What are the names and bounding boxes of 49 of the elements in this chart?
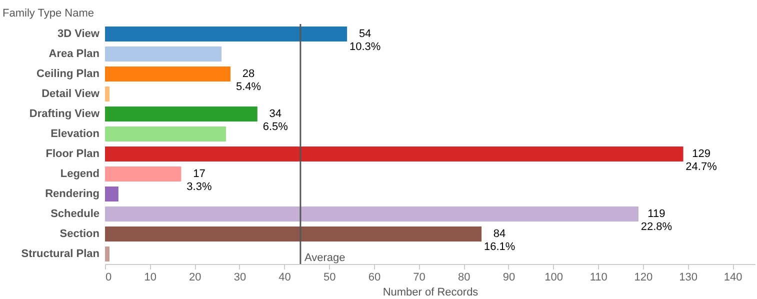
bar (105, 66, 231, 82)
x-tick-label: 80 (458, 272, 470, 284)
data-label: 17 3.3% (186, 168, 212, 193)
data-label: 34 6.5% (262, 108, 288, 133)
x-tick-label: 60 (368, 272, 381, 284)
bar (105, 186, 118, 202)
x-tick-label: 90 (502, 272, 516, 284)
y-axis-title: Family Type Name (2, 8, 94, 20)
x-tick-label: 130 (679, 272, 698, 284)
bar (105, 226, 482, 242)
x-tick-label: 40 (278, 272, 291, 284)
y-tick-label: Section (60, 228, 100, 240)
bar (105, 26, 348, 42)
y-tick-label: 3D View (58, 28, 100, 40)
y-tick-label: Floor Plan (46, 148, 100, 160)
bar (105, 166, 182, 182)
x-tick-label: 10 (144, 272, 156, 284)
x-axis-title: Number of Records (382, 286, 479, 298)
y-tick-label: Structural Plan (21, 248, 100, 260)
bar (105, 106, 258, 122)
x-tick-label: 30 (234, 272, 246, 284)
x-tick-label: 120 (634, 272, 653, 284)
bar (105, 86, 110, 102)
y-tick-label: Ceiling Plan (36, 68, 100, 80)
bar (105, 46, 222, 62)
x-tick-label: 0 (106, 272, 112, 284)
y-tick-label: Legend (60, 168, 100, 180)
x-tick-label: 140 (724, 272, 742, 284)
bar (105, 126, 226, 142)
x-tick-label: 50 (324, 272, 336, 284)
ref-line-label: Average (304, 252, 346, 264)
y-tick-label: Rendering (45, 188, 100, 200)
x-tick-label: 110 (590, 272, 608, 284)
y-tick-label: Drafting View (29, 108, 100, 120)
y-tick-label: Schedule (50, 208, 100, 220)
y-tick-label: Area Plan (48, 48, 100, 60)
bar (105, 246, 110, 262)
data-label: 119 22.8% (640, 208, 672, 233)
x-tick-label: 70 (413, 272, 426, 284)
y-tick-label: Detail View (42, 88, 100, 100)
bar (105, 206, 638, 222)
y-tick-label: Elevation (50, 128, 100, 140)
data-label: 129 24.7% (686, 148, 718, 173)
x-tick-label: 20 (189, 272, 202, 284)
bar (105, 146, 684, 162)
data-label: 54 10.3% (349, 28, 381, 53)
data-label: 28 5.4% (236, 68, 262, 93)
data-label: 84 16.1% (484, 228, 516, 253)
x-tick-label: 100 (544, 272, 563, 284)
